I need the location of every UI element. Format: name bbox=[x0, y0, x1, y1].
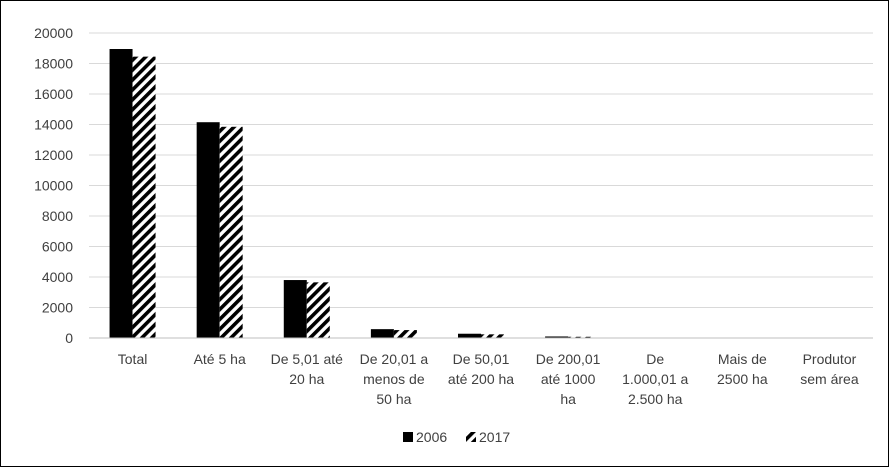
legend-label: 2006 bbox=[416, 429, 447, 445]
x-tick-label: De 5,01 até bbox=[271, 351, 344, 367]
bar-2017-1 bbox=[219, 126, 243, 338]
x-tick-label: De bbox=[646, 351, 664, 367]
x-tick-label: De 20,01 a bbox=[360, 351, 429, 367]
x-tick-label: Mais de bbox=[718, 351, 767, 367]
x-tick-label: menos de bbox=[363, 371, 425, 387]
x-tick-label: Total bbox=[118, 351, 148, 367]
y-tick-label: 16000 bbox=[34, 86, 73, 102]
x-tick-label: Até 5 ha bbox=[194, 351, 246, 367]
x-tick-label: De 50,01 bbox=[453, 351, 510, 367]
y-tick-label: 12000 bbox=[34, 147, 73, 163]
x-tick-label: sem área bbox=[800, 371, 859, 387]
x-tick-label: até 200 ha bbox=[448, 371, 514, 387]
y-tick-label: 14000 bbox=[34, 117, 73, 133]
y-tick-label: 18000 bbox=[34, 56, 73, 72]
x-tick-label: 20 ha bbox=[289, 371, 324, 387]
bar-2017-4 bbox=[481, 334, 504, 338]
x-tick-label: De 200,01 bbox=[536, 351, 601, 367]
bar-2017-0 bbox=[132, 56, 156, 338]
y-tick-label: 0 bbox=[65, 330, 73, 346]
bar-2006-4 bbox=[458, 333, 481, 338]
bar-2006-1 bbox=[196, 122, 220, 339]
y-tick-label: 4000 bbox=[42, 269, 73, 285]
y-tick-label: 2000 bbox=[42, 300, 73, 316]
x-tick-labels: Total Até 5 ha De 5,01 até 20 ha De 20,01 a m… bbox=[118, 351, 859, 407]
bar-2017-5 bbox=[568, 336, 592, 338]
legend-swatch-2006 bbox=[403, 432, 413, 442]
y-tick-label: 20000 bbox=[34, 25, 73, 41]
legend: 2006 2017 bbox=[403, 429, 510, 445]
bar-2017-3 bbox=[393, 330, 417, 338]
legend-swatch-2017 bbox=[466, 432, 476, 442]
y-tick-label: 8000 bbox=[42, 208, 73, 224]
bar-2006-0 bbox=[109, 49, 133, 338]
bar-2006-2 bbox=[283, 280, 307, 338]
bar-2006-5 bbox=[545, 336, 569, 338]
bars bbox=[109, 49, 853, 339]
y-tick-labels: 0 2000 4000 6000 8000 10000 12000 14000 16000 180… bbox=[34, 25, 73, 346]
x-tick-label: 1.000,01 a bbox=[622, 371, 688, 387]
bar-2017-2 bbox=[306, 282, 330, 338]
x-tick-label: ha bbox=[560, 391, 576, 407]
x-tick-label: 2.500 ha bbox=[628, 391, 683, 407]
legend-label: 2017 bbox=[479, 429, 510, 445]
y-tick-label: 6000 bbox=[42, 239, 73, 255]
x-tick-label: 50 ha bbox=[376, 391, 411, 407]
x-tick-label: Produtor bbox=[803, 351, 857, 367]
y-tick-label: 10000 bbox=[34, 178, 73, 194]
bar-2006-3 bbox=[370, 329, 394, 338]
x-tick-label: até 1000 bbox=[541, 371, 596, 387]
x-tick-label: 2500 ha bbox=[717, 371, 768, 387]
